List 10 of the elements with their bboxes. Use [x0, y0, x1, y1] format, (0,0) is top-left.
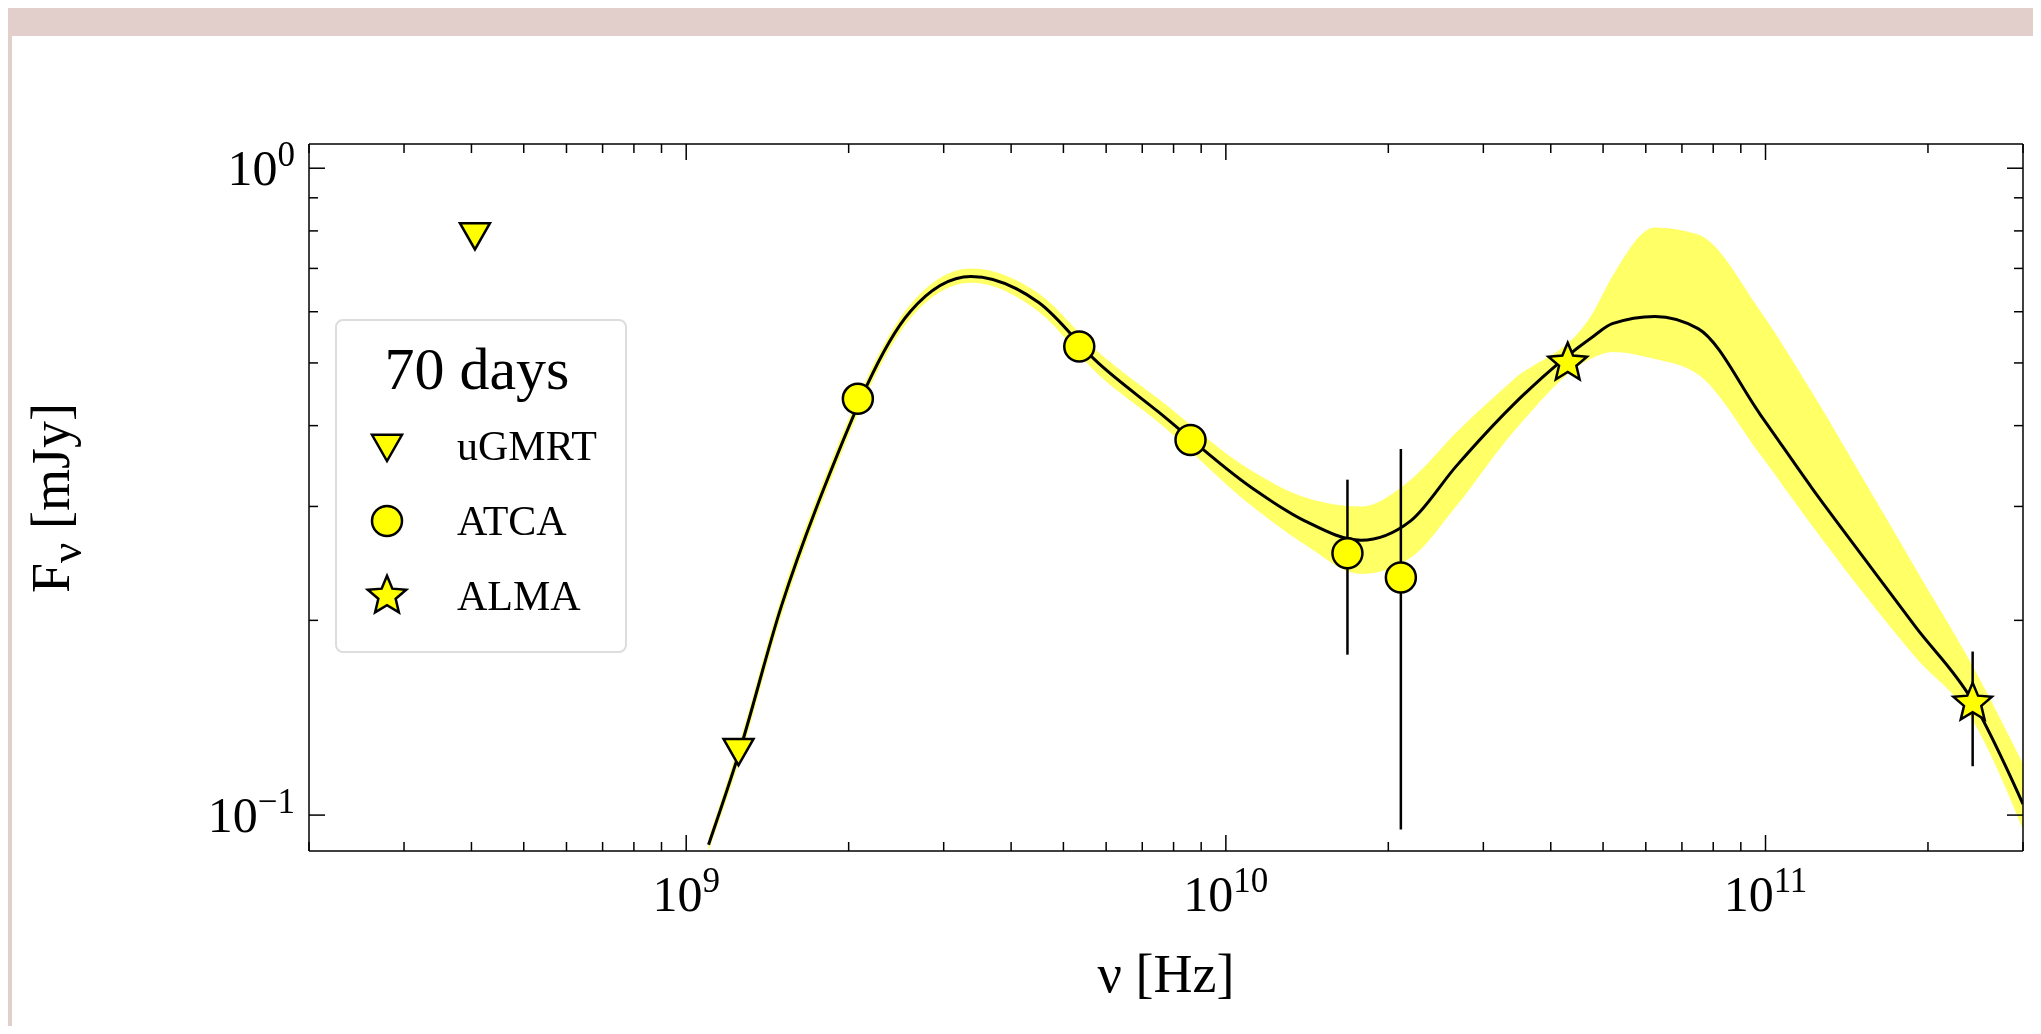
legend-label: ALMA — [457, 571, 581, 620]
x-tick-label: 10$^{9}$ — [652, 860, 720, 922]
x-tick-label: 10$^{10}$ — [1183, 860, 1269, 922]
x-tick-label: 10$^{11}$ — [1723, 860, 1808, 922]
legend-label: ATCA — [457, 496, 567, 545]
x-axis-title: ν [Hz] — [1096, 943, 1236, 1005]
y-tick-label: 10$^{−1}$ — [207, 781, 295, 844]
legend-label: uGMRT — [457, 421, 597, 470]
legend-title: 70 days — [383, 335, 571, 404]
y-tick-label: 10$^{0}$ — [227, 134, 295, 197]
